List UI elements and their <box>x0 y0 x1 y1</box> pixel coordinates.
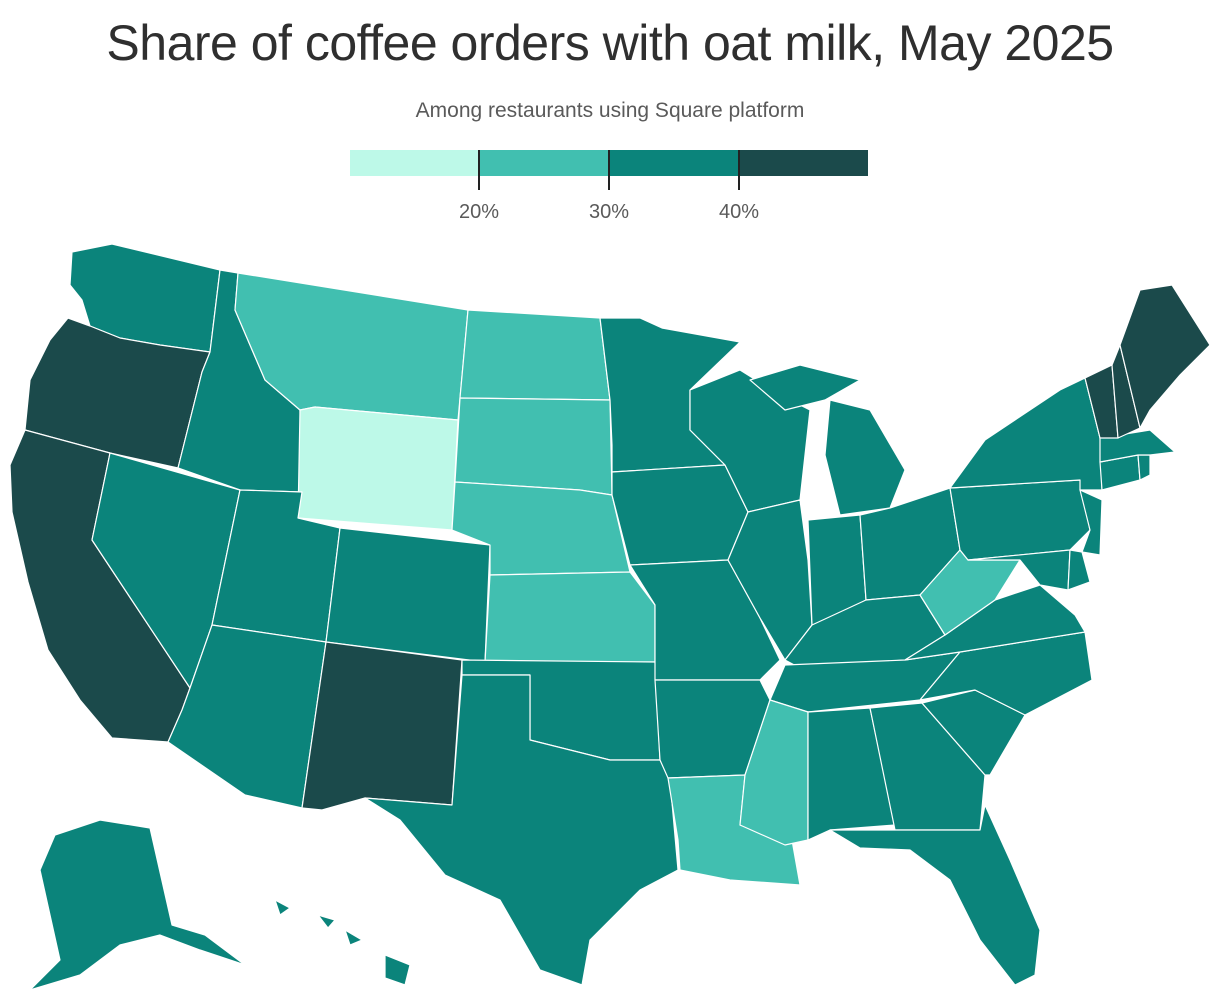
state-kansas[interactable] <box>484 571 656 663</box>
legend-bin-40-plus <box>739 150 868 176</box>
state-new-jersey[interactable] <box>1079 489 1103 556</box>
legend-tick-label-40: 40% <box>718 201 760 223</box>
state-north-dakota[interactable] <box>459 309 611 401</box>
chart-title: Share of coffee orders with oat milk, Ma… <box>106 15 1114 71</box>
state-delaware[interactable] <box>1067 549 1091 591</box>
legend-tick-label-20: 20% <box>458 201 500 223</box>
legend-tick-30 <box>608 150 610 190</box>
legend-tick-20 <box>478 150 480 190</box>
state-georgia[interactable] <box>869 702 986 831</box>
state-maine[interactable] <box>1119 284 1211 429</box>
state-new-mexico[interactable] <box>301 641 463 811</box>
state-rhode-island[interactable] <box>1137 454 1151 481</box>
state-south-dakota[interactable] <box>454 397 613 496</box>
legend-bin-20-30 <box>479 150 609 176</box>
state-alaska[interactable] <box>29 819 246 991</box>
state-texas[interactable] <box>364 674 679 986</box>
state-maryland[interactable] <box>967 549 1071 591</box>
color-legend: 20% 30% 40% <box>350 150 868 230</box>
legend-tick-label-30: 30% <box>588 201 630 223</box>
legend-bin-30-40 <box>609 150 739 176</box>
state-pennsylvania[interactable] <box>949 479 1091 561</box>
state-wyoming[interactable] <box>297 406 459 531</box>
state-colorado[interactable] <box>325 527 491 663</box>
state-florida[interactable] <box>829 804 1041 986</box>
legend-tick-40 <box>738 150 740 190</box>
state-alabama[interactable] <box>807 707 896 841</box>
legend-bin-under-20 <box>350 150 479 176</box>
state-iowa[interactable] <box>611 464 749 566</box>
state-hawaii[interactable] <box>274 899 411 986</box>
chart-subtitle: Among restaurants using Square platform <box>415 99 805 122</box>
state-new-york[interactable] <box>949 377 1103 491</box>
